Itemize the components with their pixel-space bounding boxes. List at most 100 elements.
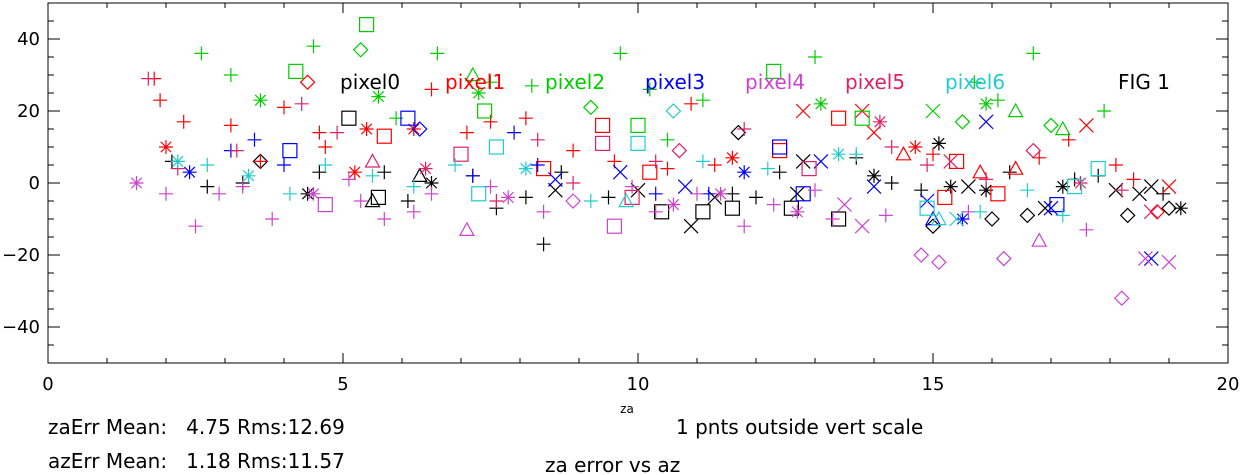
data-point [406,204,421,219]
data-point [630,117,646,134]
data-point [790,204,805,219]
data-point [972,163,989,179]
data-point [990,93,1005,108]
data-point [683,218,699,234]
data-point [1049,197,1065,213]
data-point [725,150,740,165]
data-point [312,125,327,140]
data-point [884,176,899,190]
y-tick-label: 0 [29,173,40,194]
data-point [554,165,569,180]
data-point [265,212,280,226]
data-point [1090,161,1106,177]
data-point [666,197,681,212]
x-axis-label: za [620,402,634,416]
data-point [1143,204,1159,220]
data-point [878,208,893,223]
data-point [695,204,711,220]
data-point [341,172,356,187]
data-point [229,143,244,158]
data-point [955,212,970,226]
data-point [582,99,599,116]
data-point [518,161,533,176]
data-point [1032,150,1047,165]
data-point [282,143,298,159]
chart-subtitle: za error vs az [545,453,680,475]
stats-azerr: azErr Mean: 1.18 Rms:11.57 [48,449,345,473]
data-point [813,96,828,111]
data-point [795,103,811,119]
data-point [364,192,381,208]
data-point [1161,254,1177,270]
data-point [223,68,238,82]
data-point [660,132,675,147]
data-point [448,158,463,172]
x-tick-label: 10 [627,374,650,395]
data-point [766,63,782,80]
data-point [1079,222,1094,237]
data-point [359,17,375,33]
data-point [625,179,640,194]
data-point [223,118,238,133]
data-point [1055,179,1070,194]
data-point [931,254,947,271]
data-point [418,161,433,176]
data-point [837,197,852,213]
legend: pixel0 pixel1 pixel2 pixel3 pixel4 pixel5 pixe… [340,70,1005,94]
x-tick-label: 0 [42,374,53,395]
data-point [801,161,817,177]
data-point [872,114,887,129]
data-point [1020,183,1035,198]
data-point [954,113,971,130]
data-point [353,194,368,208]
data-point [866,179,882,195]
data-point [371,89,386,104]
data-point [411,167,428,182]
data-point [200,179,215,194]
data-point [488,139,504,155]
data-point [1132,186,1147,202]
data-point [364,153,381,168]
data-point [406,122,421,136]
data-point [1149,203,1166,220]
x-tick-label: 5 [337,374,348,395]
data-point [530,158,545,172]
data-point [359,122,374,136]
data-point [960,179,976,195]
data-point [377,212,392,226]
data-point [913,247,930,263]
data-point [518,111,533,126]
data-point [518,190,533,205]
data-point [277,158,291,172]
data-point [1097,104,1112,118]
data-point [453,146,469,162]
data-point [1025,142,1042,159]
data-point [253,154,268,169]
data-point [188,219,203,234]
data-point [606,218,623,234]
data-point [365,168,380,183]
data-point [411,121,428,137]
data-point [535,161,552,177]
data-point [1073,176,1088,190]
data-point [1161,200,1177,217]
legend-item-pixel2: pixel2 [545,70,605,94]
data-point [925,103,941,119]
data-point [760,161,775,176]
data-point [660,161,675,176]
data-point [642,82,657,97]
data-point [979,96,994,111]
data-point [937,189,953,205]
data-point [464,66,481,82]
data-point [725,186,740,201]
data-point [967,75,982,90]
data-point [926,147,940,162]
data-point [1137,251,1153,267]
data-point [159,186,173,201]
data-point [931,136,946,151]
data-point [601,190,616,205]
data-point [908,140,923,154]
data-point [176,114,191,129]
data-point [1043,117,1059,134]
data-point [695,93,710,108]
